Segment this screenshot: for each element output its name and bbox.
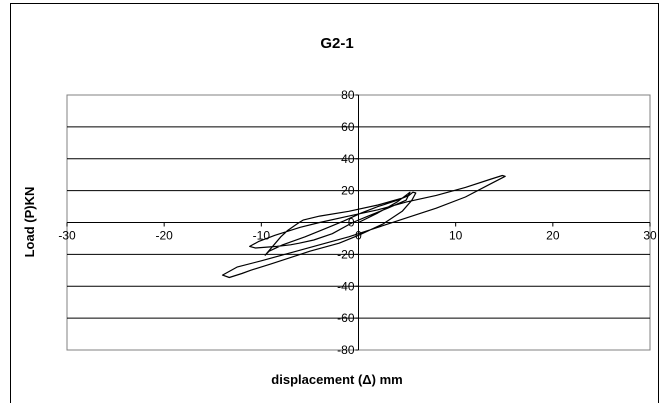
x-axis-label: displacement (Δ) mm [271, 372, 402, 387]
y-tick-label: 0 [348, 216, 355, 230]
x-tick-label: 10 [449, 229, 463, 243]
y-tick-label: 60 [341, 120, 355, 134]
y-tick-label: -20 [337, 247, 355, 261]
x-tick-label: -20 [155, 229, 173, 243]
y-tick-label: 20 [341, 184, 355, 198]
y-tick-label: 80 [341, 88, 355, 102]
y-tick-label: -60 [337, 311, 355, 325]
y-tick-label: -80 [337, 343, 355, 357]
y-axis-label: Load (P)KN [22, 187, 37, 258]
y-tick-labels: 80 60 40 20 0 -20 -40 -60 -80 [337, 88, 355, 357]
hysteresis-curve [221, 174, 506, 279]
chart-frame [10, 3, 659, 403]
x-tick-label: 30 [643, 229, 657, 243]
y-tick-label: 40 [341, 152, 355, 166]
chart-title: G2-1 [320, 35, 353, 52]
y-tick-label: -40 [337, 279, 355, 293]
x-tick-label: -30 [58, 229, 76, 243]
series-group [221, 174, 506, 279]
x-tick-label: 20 [546, 229, 560, 243]
